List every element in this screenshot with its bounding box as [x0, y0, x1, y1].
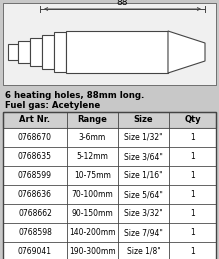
Bar [3, 242, 216, 259]
Text: 5-12mm: 5-12mm [76, 152, 108, 161]
Bar [42, 35, 54, 69]
Text: 1: 1 [190, 190, 195, 199]
Text: 6 heating holes, 88mm long.: 6 heating holes, 88mm long. [5, 91, 144, 100]
Text: 0768662: 0768662 [18, 209, 52, 218]
Text: 3-6mm: 3-6mm [79, 133, 106, 142]
Text: 0768635: 0768635 [18, 152, 52, 161]
Text: 88: 88 [117, 0, 128, 7]
Bar [3, 166, 216, 185]
Bar [3, 112, 216, 128]
Bar [3, 3, 216, 85]
Bar [3, 185, 216, 204]
Text: Size 1/8": Size 1/8" [127, 247, 161, 256]
Text: Size 1/16": Size 1/16" [124, 171, 163, 180]
Text: Range: Range [78, 116, 107, 125]
Bar [3, 147, 216, 166]
Bar [3, 223, 216, 242]
Text: Qty: Qty [184, 116, 201, 125]
Text: Size 7/94": Size 7/94" [124, 228, 163, 237]
Polygon shape [168, 31, 205, 73]
Text: 1: 1 [190, 228, 195, 237]
Text: Size 3/32": Size 3/32" [124, 209, 163, 218]
Text: Size 1/32": Size 1/32" [124, 133, 163, 142]
Text: 1: 1 [190, 133, 195, 142]
Bar [3, 128, 216, 147]
Text: 0769041: 0769041 [18, 247, 52, 256]
Bar [3, 204, 216, 223]
Text: 1: 1 [190, 247, 195, 256]
Text: Size: Size [134, 116, 153, 125]
Text: 0768598: 0768598 [18, 228, 52, 237]
Text: 1: 1 [190, 152, 195, 161]
Text: 1: 1 [190, 171, 195, 180]
Bar [3, 112, 216, 259]
Text: 70-100mm: 70-100mm [72, 190, 113, 199]
Text: Art Nr.: Art Nr. [19, 116, 50, 125]
Text: Size 5/64": Size 5/64" [124, 190, 163, 199]
Text: 0768670: 0768670 [18, 133, 52, 142]
Bar [30, 38, 42, 66]
Bar [8, 44, 18, 60]
Text: 10-75mm: 10-75mm [74, 171, 111, 180]
Text: 0768599: 0768599 [18, 171, 52, 180]
Text: Size 3/64": Size 3/64" [124, 152, 163, 161]
Text: 140-200mm: 140-200mm [69, 228, 116, 237]
Bar [18, 41, 30, 63]
Text: 0768636: 0768636 [18, 190, 52, 199]
Text: 1: 1 [190, 209, 195, 218]
Text: Fuel gas: Acetylene: Fuel gas: Acetylene [5, 101, 100, 110]
Bar [66, 31, 168, 73]
Text: 190-300mm: 190-300mm [69, 247, 116, 256]
Text: 90-150mm: 90-150mm [72, 209, 113, 218]
Bar [54, 32, 66, 72]
